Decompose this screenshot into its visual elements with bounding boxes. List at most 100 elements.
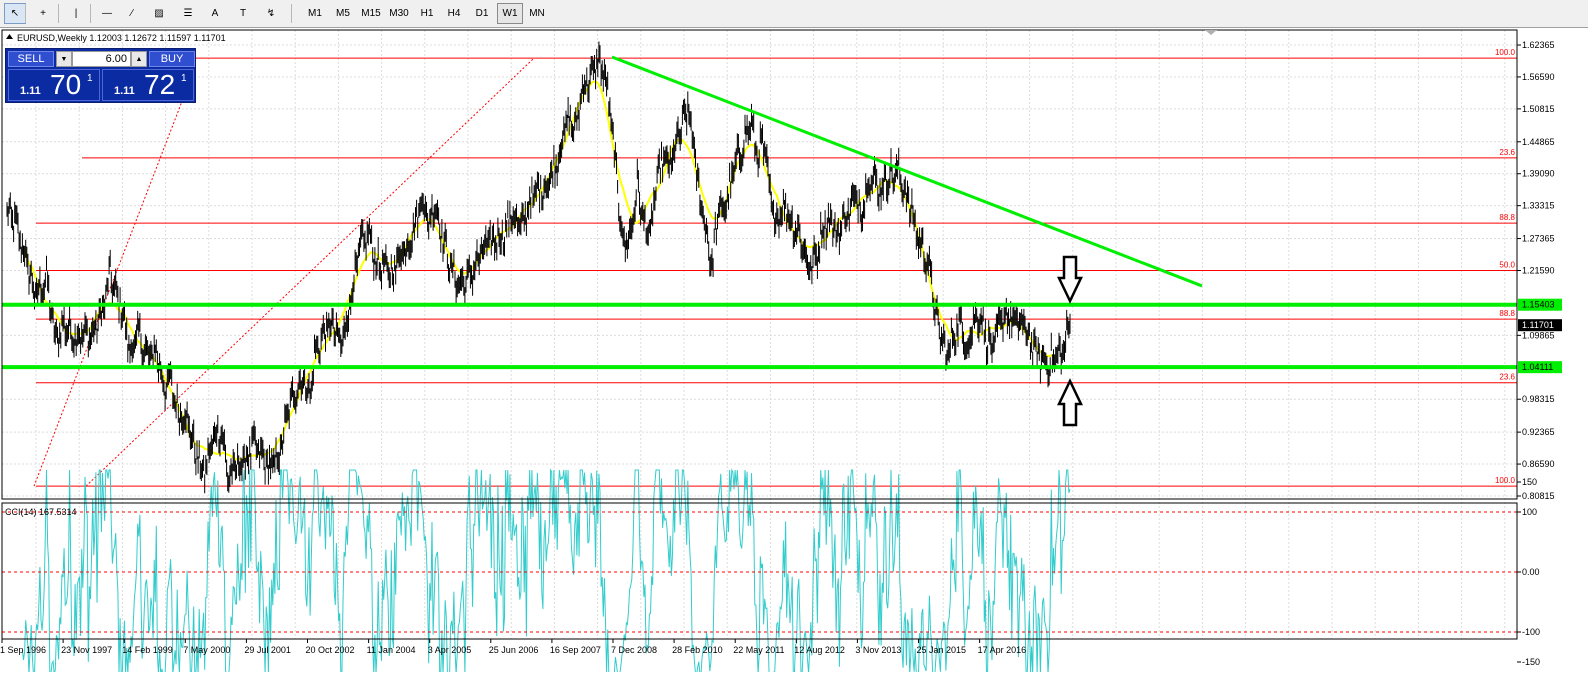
fibonacci-level-label: 100.0 xyxy=(1495,476,1516,485)
timeframe-m30-button[interactable]: M30 xyxy=(389,8,409,19)
text-icon[interactable]: A xyxy=(211,8,219,19)
toolbar-separator xyxy=(90,4,91,23)
price-bars[interactable] xyxy=(6,41,1071,494)
crosshair-icon[interactable]: + xyxy=(40,8,46,19)
price-axis-label: 1.21590 xyxy=(1522,266,1555,276)
bid-price-fraction: 1 xyxy=(87,73,93,84)
date-axis-label: 3 Apr 2005 xyxy=(428,645,472,655)
price-axis-label: 1.44865 xyxy=(1522,137,1555,147)
chevron-down-icon: ▼ xyxy=(60,55,68,63)
bid-price[interactable]: 1.11 70 1 xyxy=(8,69,100,101)
date-axis-label: 25 Jan 2015 xyxy=(917,645,967,655)
arrow-up-icon[interactable] xyxy=(1057,378,1083,427)
main-chart-border xyxy=(1,29,1518,500)
chart-canvas[interactable]: 100.0 23.6 88.8 50.0 88.8 23.6 100.0 1.62365 1.… xyxy=(0,28,1588,676)
price-axis-label: 1.39090 xyxy=(1522,169,1555,179)
cci-label: CCI(14) 167.5314 xyxy=(5,507,77,517)
cci-axis-label: 100 xyxy=(1522,507,1537,517)
lot-size-input[interactable] xyxy=(72,51,131,67)
timeframe-m1-button[interactable]: M1 xyxy=(308,8,322,19)
arrow-down-icon[interactable] xyxy=(1057,255,1083,304)
chart-window: 100.0 23.6 88.8 50.0 88.8 23.6 100.0 1.62365 1.… xyxy=(0,28,1588,676)
lot-increase-button[interactable]: ▲ xyxy=(131,51,147,67)
cci-axis-label: -100 xyxy=(1522,627,1540,637)
date-axis-label: 28 Feb 2010 xyxy=(672,645,723,655)
fibonacci-level-label: 23.6 xyxy=(1499,373,1515,382)
timeframe-h1-button[interactable]: H1 xyxy=(420,8,434,19)
date-axis-label: 29 Jul 2001 xyxy=(244,645,291,655)
price-axis-label: 0.86590 xyxy=(1522,459,1555,469)
fibonacci-level-label: 88.8 xyxy=(1499,309,1515,318)
chart-shift-marker[interactable] xyxy=(1205,30,1217,35)
cci-panel-border xyxy=(1,502,1518,640)
timeframe-mn-button[interactable]: MN xyxy=(529,8,545,19)
cci-axis-label: 0.00 xyxy=(1522,567,1540,577)
fibonacci-level-label: 100.0 xyxy=(1495,48,1516,57)
toolbar-separator xyxy=(291,4,292,23)
cci-line[interactable] xyxy=(21,468,1071,676)
date-axis-label: 20 Oct 2002 xyxy=(306,645,355,655)
chart-menu-triangle-icon[interactable] xyxy=(6,34,13,39)
fibonacci-level-label: 88.8 xyxy=(1499,213,1515,222)
price-axis-label: 1.56590 xyxy=(1522,72,1555,82)
cursor-icon[interactable]: ↖ xyxy=(4,3,26,24)
date-axis-label: 23 Nov 1997 xyxy=(61,645,112,655)
price-axis-label: 0.98315 xyxy=(1522,394,1555,404)
date-axis-label: 11 Jan 2004 xyxy=(367,645,416,655)
date-axis-label: 17 Apr 2016 xyxy=(978,645,1027,655)
date-axis-label: 22 May 2011 xyxy=(733,645,784,655)
fibonacci-level-label: 50.0 xyxy=(1499,260,1515,269)
cci-axis-label: -150 xyxy=(1522,657,1540,667)
channel-icon[interactable]: ▨ xyxy=(154,8,164,19)
price-axis-label: 1.27365 xyxy=(1522,234,1555,244)
arrows-icon[interactable]: ↯ xyxy=(266,8,276,19)
date-axis-label: 16 Sep 2007 xyxy=(550,645,601,655)
ask-price-fraction: 1 xyxy=(181,73,187,84)
support-price-label-box xyxy=(1518,361,1562,374)
vertical-line-icon[interactable]: | xyxy=(74,8,78,19)
text-label-icon[interactable]: T xyxy=(239,8,247,19)
bid-price-prefix: 1.11 xyxy=(20,85,41,97)
timeframe-d1-button[interactable]: D1 xyxy=(475,8,489,19)
date-axis-label: 14 Feb 1999 xyxy=(122,645,173,655)
price-axis-label: 1.09865 xyxy=(1522,330,1555,340)
fibonacci-baseline-2[interactable] xyxy=(85,57,535,487)
date-axis-label: 1 Sep 1996 xyxy=(0,645,46,655)
buy-button[interactable]: BUY xyxy=(149,51,195,67)
trendline-icon[interactable]: ∕ xyxy=(131,8,133,19)
price-axis-label: 1.50815 xyxy=(1522,104,1555,114)
fibonacci-baseline-1[interactable] xyxy=(33,85,189,487)
toolbar-separator xyxy=(25,4,26,23)
toolbar-separator xyxy=(58,4,59,23)
fibonacci-level-label: 23.6 xyxy=(1499,148,1515,157)
price-axis-label: 1.33315 xyxy=(1522,201,1555,211)
ask-price-pips: 72 xyxy=(144,69,176,100)
date-axis-label: 12 Aug 2012 xyxy=(794,645,845,655)
sell-button[interactable]: SELL xyxy=(8,51,54,67)
chevron-up-icon: ▲ xyxy=(135,55,143,63)
resistance-price-label: 1.15403 xyxy=(1522,300,1555,310)
timeframe-h4-button[interactable]: H4 xyxy=(447,8,461,19)
chart-header: EURUSD,Weekly 1.12003 1.12672 1.11597 1.… xyxy=(17,33,226,43)
one-click-trading-panel: SELL ▼ ▲ BUY 1.11 70 1 1.11 72 1 xyxy=(5,48,196,103)
ask-price-prefix: 1.11 xyxy=(114,85,135,97)
lot-decrease-button[interactable]: ▼ xyxy=(56,51,72,67)
timeframe-m15-button[interactable]: M15 xyxy=(361,8,381,19)
date-axis-label: 3 Nov 2013 xyxy=(855,645,901,655)
ask-price[interactable]: 1.11 72 1 xyxy=(102,69,194,101)
toolbar: ↖ + | — ∕ ▨ ☰ A T ↯ M1 M5 M15 M30 H1 H4 D1 W1 MN xyxy=(0,0,1588,28)
date-axis-label: 7 May 2000 xyxy=(183,645,230,655)
price-axis-label: 0.80815 xyxy=(1522,491,1555,501)
timeframe-w1-button[interactable]: W1 xyxy=(497,3,523,24)
current-price-label: 1.11701 xyxy=(1522,320,1554,330)
date-axis-label: 25 Jun 2006 xyxy=(489,645,539,655)
fibonacci-icon[interactable]: ☰ xyxy=(183,8,193,19)
price-axis-label: 0.92365 xyxy=(1522,427,1555,437)
horizontal-line-icon[interactable]: — xyxy=(102,8,112,19)
descending-trendline[interactable] xyxy=(611,55,1203,288)
timeframe-m5-button[interactable]: M5 xyxy=(336,8,350,19)
resistance-price-label-box xyxy=(1518,298,1562,311)
cci-axis-label: 150 xyxy=(1522,477,1537,487)
support-price-label: 1.04111 xyxy=(1522,362,1553,372)
price-axis-label: 1.62365 xyxy=(1522,40,1555,50)
